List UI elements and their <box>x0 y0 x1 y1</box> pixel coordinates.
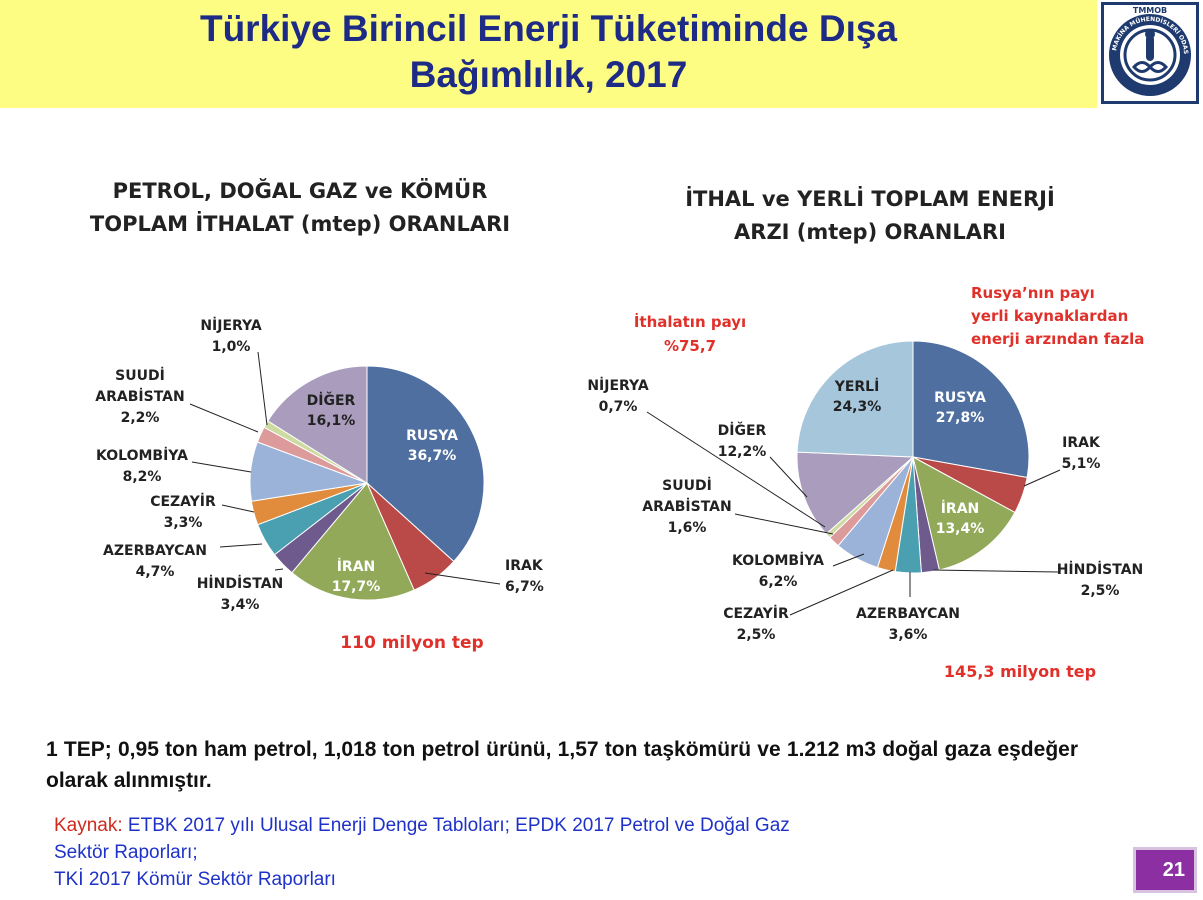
russia-note-line3: enerji arzından fazla <box>971 330 1144 348</box>
russia-note-line1: Rusya’nın payı <box>971 284 1095 302</box>
chart1-leader-suudi-arabistan <box>189 403 259 433</box>
chart1-leader-kolombiya <box>191 461 252 473</box>
chart2-value-diger: 12,2% <box>718 444 767 460</box>
chart2-leader-diger <box>769 456 808 498</box>
chart1-total-label: 110 milyon tep <box>340 633 483 653</box>
chart1-label-diger: DİĞER <box>307 391 356 409</box>
chart2-label-kolombiya: KOLOMBİYA <box>732 552 824 569</box>
chart2-label-suudi-arabistan-2: ARABİSTAN <box>642 498 731 515</box>
chart1-leader-azerbaycan <box>219 543 263 548</box>
chart2-label-cezayir: CEZAYİR <box>723 605 789 622</box>
chart1-value-cezayir: 3,3% <box>164 515 203 531</box>
chart1-label-hindistan: HİNDİSTAN <box>197 575 284 592</box>
chart2-value-iran: 13,4% <box>936 521 985 537</box>
logo-text: TMMOB <box>1133 6 1167 15</box>
chart2-slice-rusya <box>912 340 1030 479</box>
tep-note: 1 TEP; 0,95 ton ham petrol, 1,018 ton pe… <box>46 738 1078 792</box>
chart2-value-nijerya: 0,7% <box>599 399 638 415</box>
chart2-leader-hindistan <box>932 569 1059 573</box>
chart2-value-kolombiya: 6,2% <box>759 574 798 590</box>
chart1-label-cezayir: CEZAYİR <box>150 493 216 510</box>
chart2-leader-irak <box>1023 469 1061 487</box>
chart2-leader-nijerya <box>646 411 826 528</box>
chart1-leader-nijerya <box>257 351 268 426</box>
chart1-label-suudi-arabistan-2: ARABİSTAN <box>95 388 184 405</box>
chart1-value-suudi-arabistan: 2,2% <box>121 410 160 426</box>
chart2-title-line1: İTHAL ve YERLİ TOPLAM ENERJİ <box>685 187 1055 211</box>
chart2-label-yerli: YERLİ <box>834 378 880 395</box>
chart2-title: İTHAL ve YERLİ TOPLAM ENERJİ ARZI (mtep)… <box>610 183 1130 249</box>
page-number-badge: 21 <box>1133 847 1197 893</box>
source-line1: Kaynak: ETBK 2017 yılı Ulusal Enerji Den… <box>54 812 1054 839</box>
chart1-title-line1: PETROL, DOĞAL GAZ ve KÖMÜR <box>112 179 488 203</box>
import-share-line2: %75,7 <box>664 337 716 355</box>
chart1-value-kolombiya: 8,2% <box>123 469 162 485</box>
chart1-label-nijerya: NİJERYA <box>200 317 262 334</box>
chart1-value-rusya: 36,7% <box>408 448 457 464</box>
chart2-leader-kolombiya <box>832 553 865 567</box>
chart2-leader-suudi-arabistan <box>734 513 834 535</box>
chart1-label-irak: IRAK <box>505 558 544 574</box>
chart2-value-yerli: 24,3% <box>833 399 882 415</box>
import-share-line1: İthalatın payı <box>634 312 746 331</box>
chart2-slice-yerli <box>796 340 914 458</box>
source-line2: Sektör Raporları; <box>54 842 198 863</box>
chart2-slice-iran <box>912 456 1016 571</box>
title-banner: Türkiye Birincil Enerji Tüketiminde Dışa… <box>0 0 1097 108</box>
source-line3: TKİ 2017 Kömür Sektör Raporları <box>54 869 336 890</box>
chart1-label-azerbaycan: AZERBAYCAN <box>103 543 207 559</box>
chart2-label-nijerya: NİJERYA <box>587 377 649 394</box>
chart2-value-suudi-arabistan: 1,6% <box>668 520 707 536</box>
pie-chart-supply: RUSYA 27,8% IRAK 5,1% İRAN 13,4% HİNDİSTAN 2,5%… <box>587 340 1144 643</box>
chart1-leader-irak <box>424 572 501 585</box>
chart2-label-irak: IRAK <box>1062 435 1101 451</box>
page-title-line2: Bağımlılık, 2017 <box>409 54 688 95</box>
chart1-label-rusya: RUSYA <box>406 428 458 444</box>
pie-chart-imports: RUSYA 36,7% IRAK 6,7% İRAN 17,7% HİNDİSTAN 3,4%… <box>95 317 544 613</box>
page-title-line1: Türkiye Birincil Enerji Tüketiminde Dışa <box>199 8 898 49</box>
chart1-label-suudi-arabistan-1: SUUDİ <box>115 367 165 384</box>
chart1-title: PETROL, DOĞAL GAZ ve KÖMÜR TOPLAM İTHALA… <box>40 175 560 241</box>
chart2-label-azerbaycan: AZERBAYCAN <box>856 606 960 622</box>
source-block: Kaynak: ETBK 2017 yılı Ulusal Enerji Den… <box>54 812 1054 893</box>
chart1-slice-rusya <box>366 365 485 563</box>
chart1-value-nijerya: 1,0% <box>212 339 251 355</box>
chart1-value-iran: 17,7% <box>332 579 381 595</box>
chart1-slice-iran <box>291 482 415 601</box>
chart1-slice-diger <box>267 365 368 484</box>
source-text1: ETBK 2017 yılı Ulusal Enerji Denge Tablo… <box>122 815 790 836</box>
chart2-value-irak: 5,1% <box>1062 456 1101 472</box>
source-label: Kaynak: <box>54 815 123 836</box>
pie-charts: RUSYA 36,7% IRAK 6,7% İRAN 17,7% HİNDİSTAN 3,4%… <box>95 284 1144 681</box>
chart1-value-diger: 16,1% <box>307 413 356 429</box>
page-title: Türkiye Birincil Enerji Tüketiminde Dışa… <box>20 6 1077 98</box>
chart1-value-azerbaycan: 4,7% <box>136 564 175 580</box>
chart1-leader-cezayir <box>221 504 255 513</box>
chart2-label-diger: DİĞER <box>718 421 767 439</box>
chart2-value-azerbaycan: 3,6% <box>889 627 928 643</box>
chart1-value-irak: 6,7% <box>505 579 544 595</box>
chart2-title-line2: ARZI (mtep) ORANLARI <box>734 220 1006 244</box>
russia-note-line2: yerli kaynaklardan <box>971 307 1128 325</box>
chart2-label-rusya: RUSYA <box>934 390 986 406</box>
chart2-label-hindistan: HİNDİSTAN <box>1057 561 1144 578</box>
chart2-leader-cezayir <box>789 569 894 616</box>
chart2-label-suudi-arabistan-1: SUUDİ <box>662 477 712 494</box>
tmmob-logo: MAKİNA MÜHENDİSLERİ ODASI TMMOB <box>1101 0 1199 104</box>
chart1-label-kolombiya: KOLOMBİYA <box>96 447 188 464</box>
chart2-value-rusya: 27,8% <box>936 410 985 426</box>
chart2-label-iran: İRAN <box>941 500 980 517</box>
chart2-value-hindistan: 2,5% <box>1081 583 1120 599</box>
chart1-leader-hindistan <box>274 568 284 571</box>
chart2-value-cezayir: 2,5% <box>737 627 776 643</box>
chart2-slice-diger <box>796 451 915 535</box>
chart1-label-iran: İRAN <box>337 558 376 575</box>
chart1-value-hindistan: 3,4% <box>221 597 260 613</box>
chart1-title-line2: TOPLAM İTHALAT (mtep) ORANLARI <box>89 212 511 236</box>
chart2-total-label: 145,3 milyon tep <box>944 662 1096 681</box>
